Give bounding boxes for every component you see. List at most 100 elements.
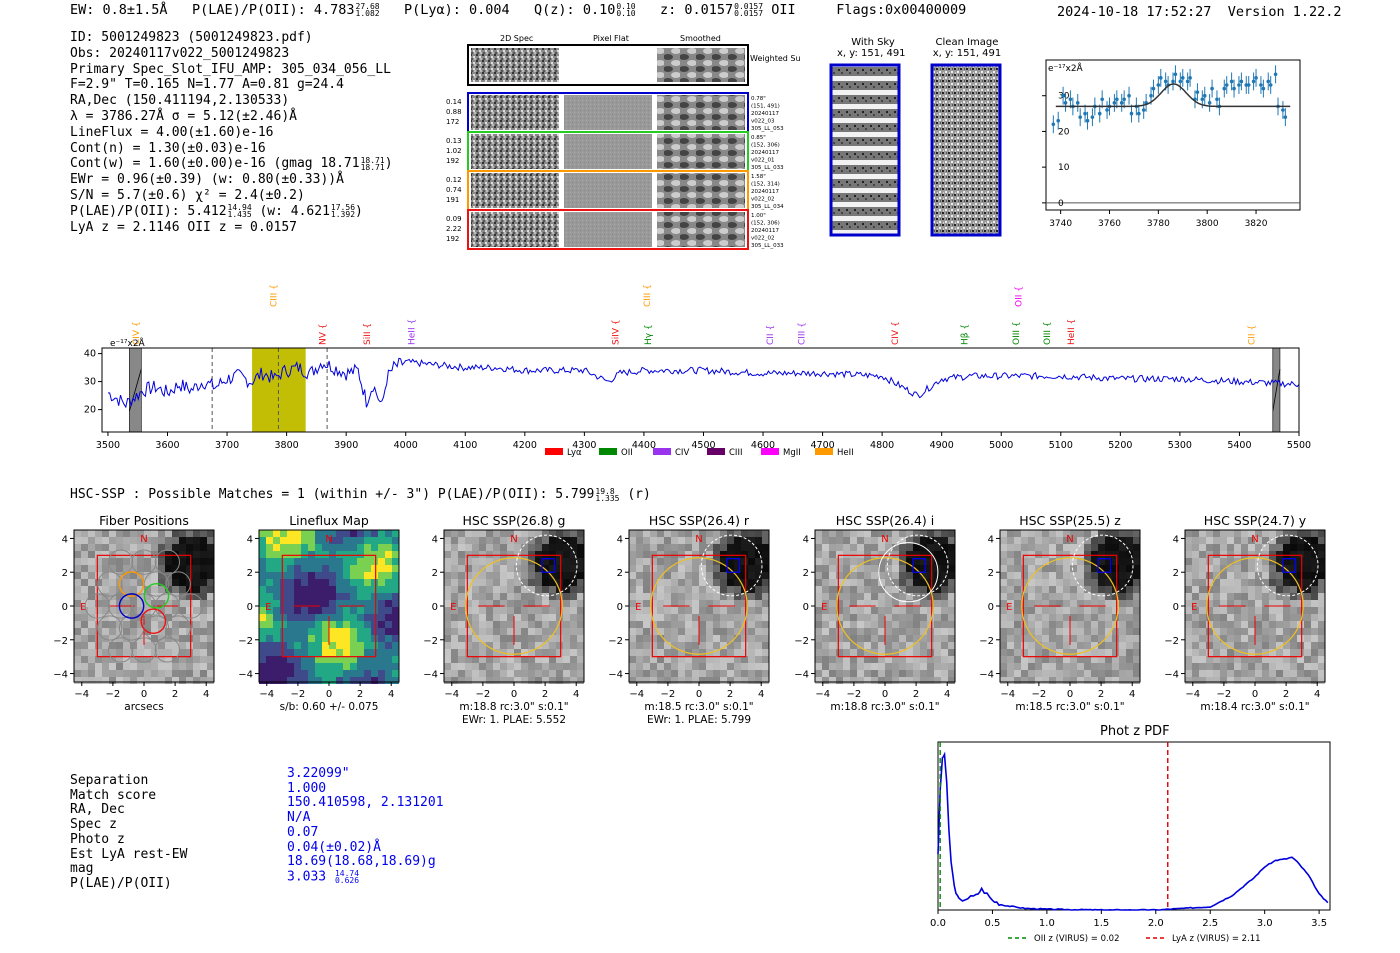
image-pixel	[1234, 670, 1241, 677]
image-pixel	[186, 593, 193, 600]
image-pixel	[815, 579, 822, 586]
image-pixel	[1318, 579, 1325, 586]
match-labels: Separation Match score RA, Dec Spec z Photo …	[70, 773, 187, 892]
image-pixel	[207, 579, 214, 586]
image-pixel	[878, 530, 885, 537]
image-pixel	[1056, 642, 1063, 649]
image-pixel	[95, 537, 102, 544]
image-pixel	[741, 670, 748, 677]
image-pixel	[629, 670, 636, 677]
image-pixel	[829, 600, 836, 607]
image-pixel	[556, 621, 563, 628]
image-pixel	[81, 607, 88, 614]
map-pixel	[350, 558, 357, 565]
match-value: 3.22099"	[287, 766, 350, 781]
image-pixel	[521, 579, 528, 586]
east-label: E	[265, 602, 271, 613]
y-tick-label: 2	[617, 568, 623, 579]
image-pixel	[1192, 530, 1199, 537]
image-pixel	[123, 607, 130, 614]
image-pixel	[885, 537, 892, 544]
image-pixel	[913, 670, 920, 677]
map-pixel	[329, 677, 336, 684]
image-pixel	[899, 614, 906, 621]
image-pixel	[1255, 551, 1262, 558]
image-pixel	[741, 677, 748, 684]
image-pixel	[913, 656, 920, 663]
image-pixel	[158, 614, 165, 621]
x-tick-label: 2	[542, 689, 548, 700]
image-pixel	[556, 663, 563, 670]
image-pixel	[179, 621, 186, 628]
image-pixel	[458, 607, 465, 614]
image-pixel	[563, 670, 570, 677]
image-pixel	[850, 614, 857, 621]
image-pixel	[643, 537, 650, 544]
image-pixel	[1014, 614, 1021, 621]
image-pixel	[822, 663, 829, 670]
image-pixel	[899, 572, 906, 579]
map-pixel	[392, 614, 399, 621]
image-pixel	[465, 607, 472, 614]
image-pixel	[479, 565, 486, 572]
image-pixel	[88, 635, 95, 642]
image-pixel	[1311, 565, 1318, 572]
x-tick-label: 0.5	[984, 918, 1000, 929]
image-pixel	[123, 572, 130, 579]
image-pixel	[948, 663, 955, 670]
image-pixel	[1241, 628, 1248, 635]
image-pixel	[158, 565, 165, 572]
image-pixel	[458, 656, 465, 663]
map-pixel	[343, 607, 350, 614]
image-pixel	[643, 670, 650, 677]
image-pixel	[151, 530, 158, 537]
image-pixel	[1028, 600, 1035, 607]
map-pixel	[266, 544, 273, 551]
image-pixel	[692, 572, 699, 579]
image-pixel	[720, 621, 727, 628]
image-pixel	[1269, 663, 1276, 670]
cutout-left-label: 172	[446, 118, 459, 126]
image-pixel	[1091, 579, 1098, 586]
image-pixel	[1042, 586, 1049, 593]
map-pixel	[364, 558, 371, 565]
panel-caption: m:18.8 rc:3.0" s:0.1"	[459, 701, 568, 713]
image-pixel	[1133, 656, 1140, 663]
image-pixel	[829, 649, 836, 656]
image-pixel	[815, 656, 822, 663]
spec-ylabel: e⁻¹⁷x2Å	[110, 337, 146, 349]
image-pixel	[472, 551, 479, 558]
image-pixel	[151, 579, 158, 586]
image-pixel	[165, 558, 172, 565]
image-pixel	[906, 586, 913, 593]
map-pixel	[280, 621, 287, 628]
image-pixel	[521, 565, 528, 572]
image-pixel	[1255, 635, 1262, 642]
image-pixel	[486, 656, 493, 663]
image-pixel	[1255, 642, 1262, 649]
image-pixel	[1262, 565, 1269, 572]
image-pixel	[472, 607, 479, 614]
image-pixel	[1133, 628, 1140, 635]
pdf-curve	[937, 751, 1329, 911]
image-pixel	[95, 670, 102, 677]
image-pixel	[1241, 565, 1248, 572]
image-pixel	[836, 572, 843, 579]
image-pixel	[137, 551, 144, 558]
image-pixel	[878, 649, 885, 656]
match-value: 0.07	[287, 824, 319, 840]
image-pixel	[458, 600, 465, 607]
image-pixel	[514, 572, 521, 579]
image-pixel	[1199, 593, 1206, 600]
image-pixel	[1262, 572, 1269, 579]
map-pixel	[322, 670, 329, 677]
image-pixel	[81, 642, 88, 649]
image-pixel	[472, 544, 479, 551]
image-pixel	[1007, 537, 1014, 544]
image-pixel	[685, 663, 692, 670]
image-pixel	[1269, 621, 1276, 628]
image-pixel	[636, 607, 643, 614]
map-pixel	[315, 670, 322, 677]
image-pixel	[109, 607, 116, 614]
